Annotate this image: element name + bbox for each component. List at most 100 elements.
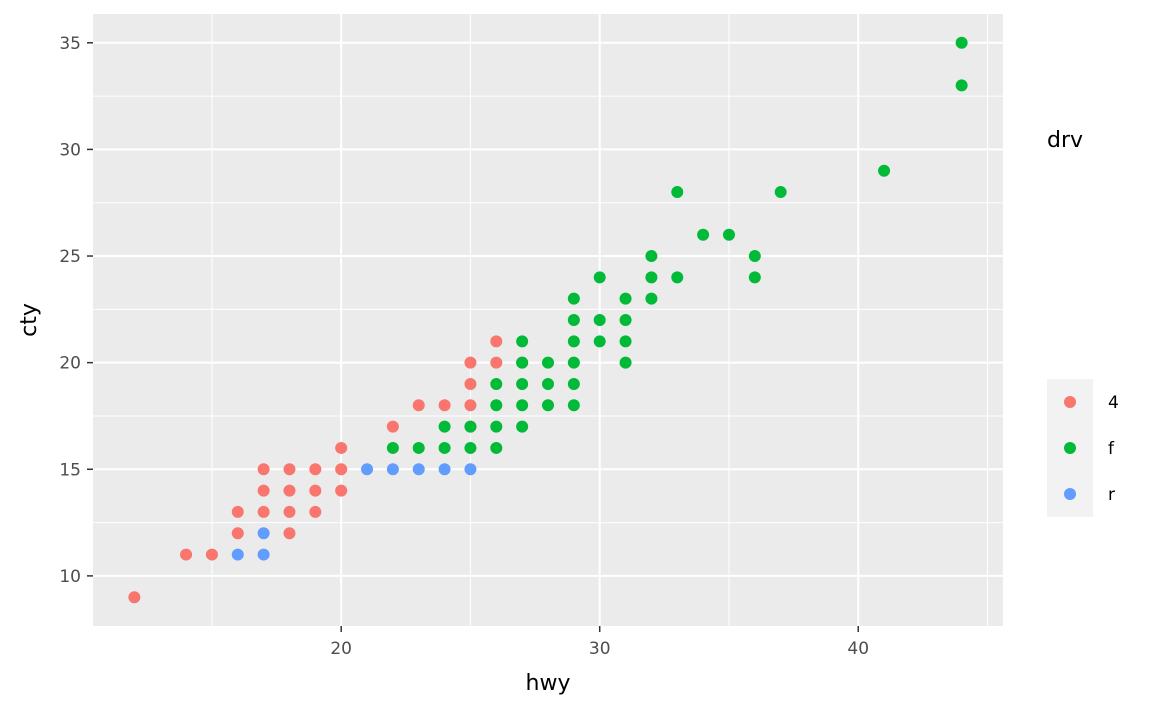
legend-label-r: r [1108, 485, 1115, 505]
data-point-f [490, 377, 503, 390]
data-point-f [645, 250, 658, 263]
data-point-f [567, 377, 580, 390]
data-point-f [774, 186, 787, 199]
data-point-f [748, 250, 761, 263]
y-axis-title: cty [17, 303, 42, 337]
y-tick-label: 30 [59, 140, 81, 160]
y-axis: 10 15 20 25 30 35 [59, 34, 93, 587]
data-point-r [361, 463, 374, 476]
y-tick-label: 10 [59, 567, 81, 587]
data-point-f [567, 356, 580, 369]
data-point-f [955, 36, 968, 49]
legend: drv 4 f r [1047, 128, 1119, 517]
data-point-r [257, 527, 270, 540]
data-point-f [671, 186, 684, 199]
data-point-4 [283, 505, 296, 518]
data-point-4 [309, 505, 322, 518]
legend-title: drv [1047, 128, 1083, 153]
legend-key-f [1064, 442, 1076, 454]
data-point-f [645, 292, 658, 305]
data-point-f [567, 314, 580, 326]
data-point-f [671, 271, 684, 284]
data-point-f [593, 335, 606, 348]
data-point-4 [283, 484, 296, 497]
y-tick-label: 25 [59, 247, 81, 267]
data-point-r [412, 463, 425, 476]
data-point-f [878, 164, 891, 177]
legend-label-f: f [1108, 439, 1115, 459]
data-point-f [542, 377, 554, 390]
data-point-4 [257, 484, 270, 497]
data-point-f [438, 420, 451, 433]
data-point-4 [205, 548, 218, 561]
data-point-r [257, 548, 270, 561]
data-point-4 [464, 356, 477, 369]
x-axis-title: hwy [526, 671, 571, 696]
data-point-r [386, 463, 399, 476]
data-point-4 [231, 505, 244, 518]
data-point-4 [490, 335, 503, 348]
data-point-r [438, 463, 451, 476]
major-gridlines [93, 14, 1003, 626]
x-tick-label: 40 [847, 639, 869, 659]
data-point-4 [257, 505, 270, 518]
data-point-f [542, 399, 554, 412]
data-point-4 [412, 399, 425, 412]
data-point-f [464, 420, 477, 433]
data-point-f [490, 441, 503, 454]
data-point-f [386, 441, 399, 454]
data-point-f [516, 335, 529, 348]
data-point-r [231, 548, 244, 561]
data-point-f [464, 441, 477, 454]
y-tick-label: 20 [59, 354, 81, 374]
data-point-f [697, 228, 710, 241]
data-point-4 [438, 399, 451, 412]
data-point-f [593, 271, 606, 284]
data-point-4 [283, 527, 296, 540]
legend-label-4: 4 [1108, 393, 1119, 413]
data-point-f [619, 292, 632, 305]
data-point-f [516, 356, 529, 369]
x-tick-label: 20 [330, 639, 352, 659]
data-point-f [567, 292, 580, 305]
data-point-f [567, 335, 580, 348]
y-tick-label: 15 [59, 460, 81, 480]
data-point-f [619, 314, 632, 326]
data-point-4 [335, 484, 348, 497]
data-point-4 [180, 548, 193, 561]
data-point-f [516, 377, 529, 390]
data-point-f [593, 314, 606, 326]
data-point-4 [309, 484, 322, 497]
x-axis: 20 30 40 [330, 626, 869, 659]
data-point-4 [464, 399, 477, 412]
data-point-f [438, 441, 451, 454]
x-tick-label: 30 [589, 639, 611, 659]
data-point-f [490, 399, 503, 412]
data-point-f [619, 356, 632, 369]
data-point-f [412, 441, 425, 454]
data-point-4 [335, 463, 348, 476]
minor-gridlines [93, 14, 1003, 626]
legend-key-r [1064, 488, 1076, 500]
plot-panel [93, 14, 1003, 626]
data-point-4 [128, 591, 141, 604]
data-point-4 [283, 463, 296, 476]
y-tick-label: 35 [59, 34, 81, 54]
data-points [128, 36, 968, 604]
data-point-4 [309, 463, 322, 476]
data-point-f [490, 420, 503, 433]
data-point-f [542, 356, 554, 369]
data-point-f [748, 271, 761, 284]
data-point-f [722, 228, 735, 241]
data-point-f [567, 399, 580, 412]
data-point-4 [490, 356, 503, 369]
data-point-f [955, 79, 968, 92]
data-point-r [464, 463, 477, 476]
data-point-4 [464, 377, 477, 390]
data-point-f [516, 399, 529, 412]
data-point-f [619, 335, 632, 348]
data-point-4 [386, 420, 399, 433]
data-point-4 [257, 463, 270, 476]
data-point-4 [335, 441, 348, 454]
